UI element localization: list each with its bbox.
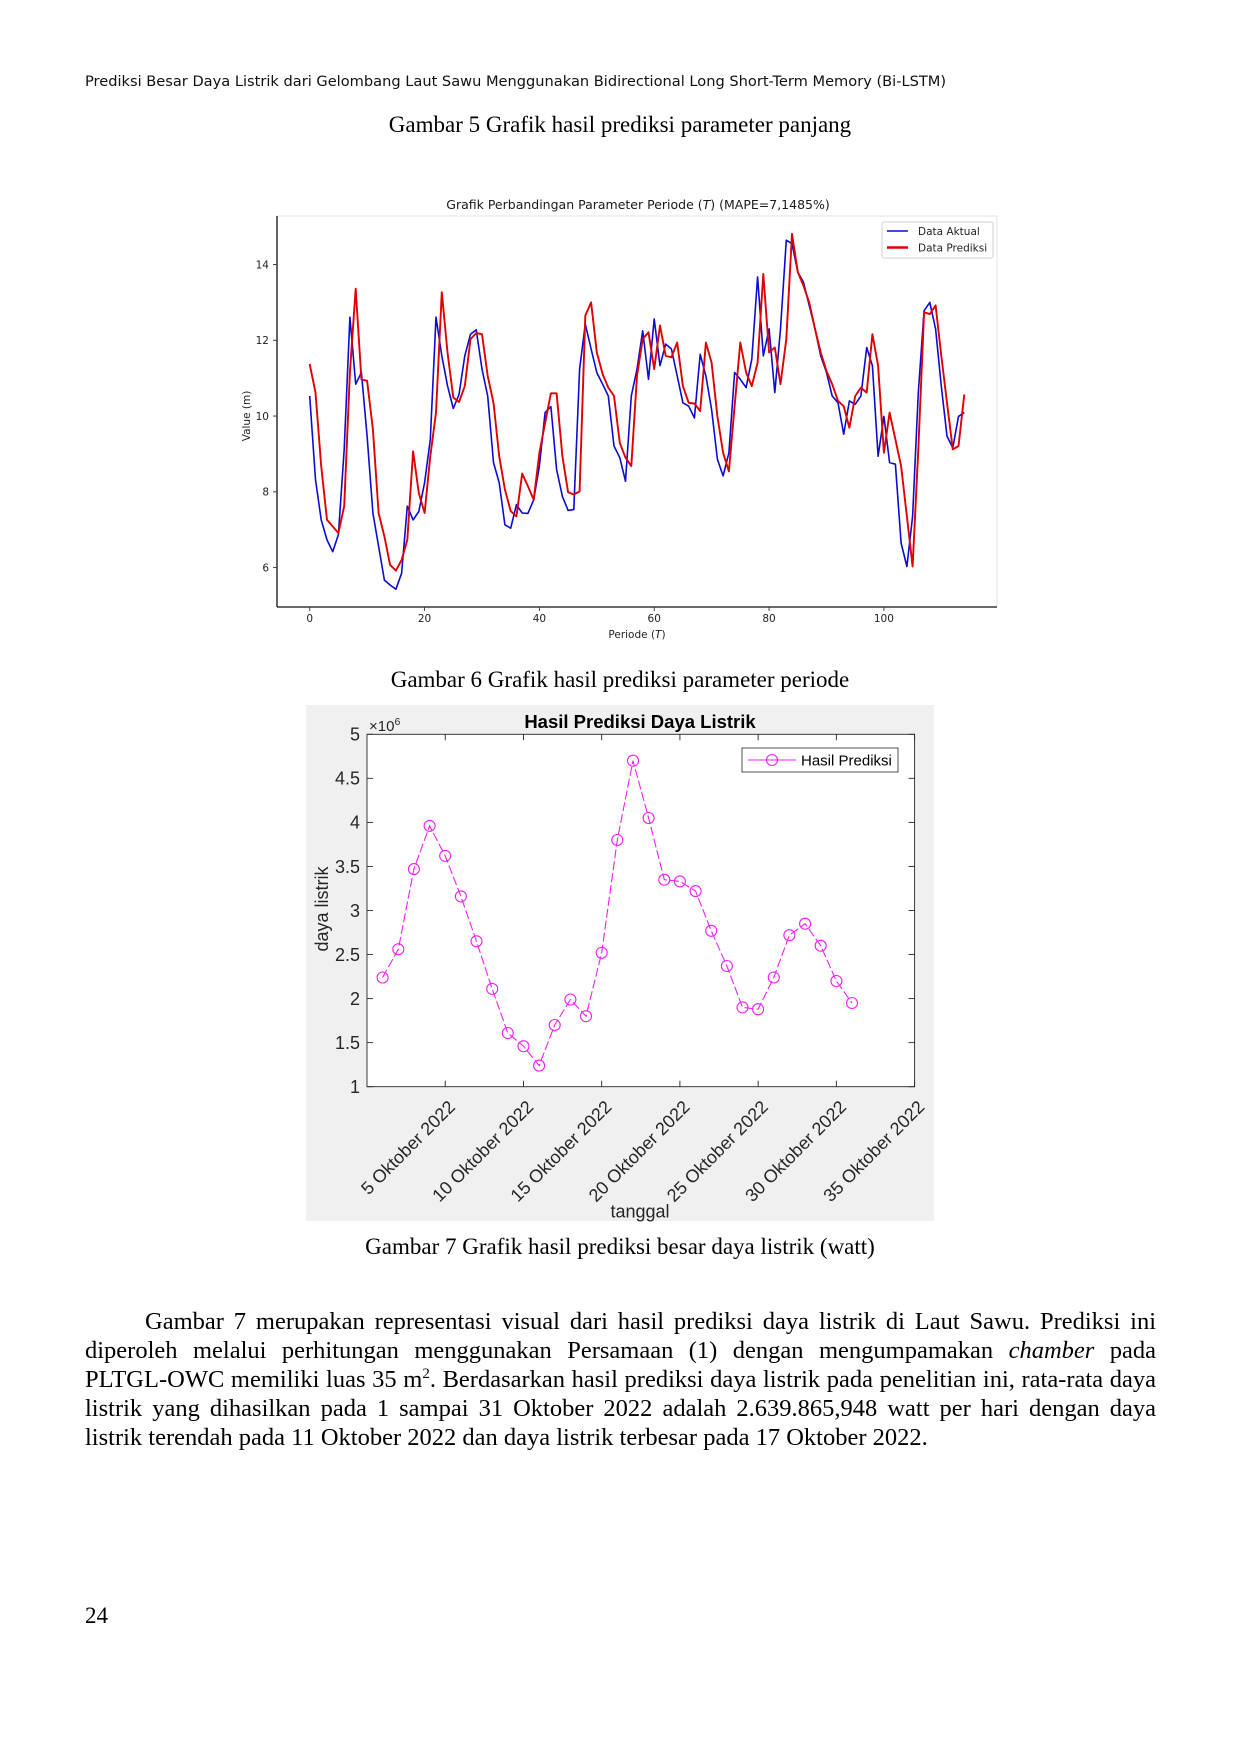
y-tick-label: 4 bbox=[350, 813, 360, 833]
legend-label-hasil-prediksi: Hasil Prediksi bbox=[801, 753, 892, 770]
data-point-circle-marker-icon bbox=[564, 993, 577, 1006]
y-tick-label: 1.5 bbox=[335, 1033, 360, 1053]
x-tick-label: 20 bbox=[418, 613, 431, 625]
running-title: Prediksi Besar Daya Listrik dari Gelomba… bbox=[85, 73, 947, 90]
figure-caption-gambar-7: Gambar 7 Grafik hasil prediksi besar day… bbox=[365, 1234, 875, 1259]
data-point-circle-marker-icon bbox=[517, 1040, 530, 1053]
legend-swatch-circle-marker-icon bbox=[765, 753, 779, 767]
data-point-circle-marker-icon bbox=[454, 890, 467, 903]
y-axis-label: daya listrik bbox=[312, 865, 332, 951]
data-point-circle-marker-icon bbox=[705, 924, 718, 937]
chart-title: Hasil Prediksi Daya Listrik bbox=[524, 711, 756, 732]
data-point-circle-marker-icon bbox=[658, 873, 671, 886]
data-point-circle-marker-icon bbox=[783, 929, 796, 942]
data-point-circle-marker-icon bbox=[689, 885, 702, 898]
x-tick-label: 80 bbox=[762, 613, 775, 625]
data-point-circle-marker-icon bbox=[767, 971, 780, 984]
x-tick-label: 60 bbox=[648, 613, 661, 625]
series-layer bbox=[308, 232, 966, 591]
plot-area bbox=[277, 216, 997, 607]
data-point-circle-marker-icon bbox=[439, 849, 452, 862]
data-point-circle-marker-icon bbox=[548, 1018, 561, 1032]
y-tick-label: 1 bbox=[350, 1077, 360, 1097]
y-axis-exponent: ×106 bbox=[369, 716, 400, 735]
chart-title: Grafik Perbandingan Parameter Periode (T… bbox=[446, 197, 829, 212]
data-point-circle-marker-icon bbox=[470, 935, 483, 948]
series-line-data-aktual bbox=[308, 239, 965, 591]
data-point-circle-marker-icon bbox=[486, 982, 499, 995]
data-point-circle-marker-icon bbox=[642, 811, 655, 825]
y-tick-label: 4.5 bbox=[335, 769, 360, 789]
paragraph-text: PLTGL-OWC memiliki luas 35 m bbox=[85, 1366, 423, 1393]
data-point-circle-marker-icon bbox=[830, 974, 843, 988]
y-tick-label: 3 bbox=[350, 901, 360, 921]
italic-term-chamber: chamber bbox=[1008, 1337, 1095, 1364]
x-tick-label: 100 bbox=[874, 613, 894, 625]
y-tick-label: 2 bbox=[350, 989, 360, 1009]
data-point-circle-marker-icon bbox=[501, 1026, 514, 1040]
y-tick-label: 12 bbox=[256, 335, 269, 347]
data-point-circle-marker-icon bbox=[752, 1003, 765, 1016]
paragraph-line-5: listrik terendah pada 11 Oktober 2022 da… bbox=[85, 1424, 928, 1451]
legend-label-data-prediksi: Data Prediksi bbox=[918, 243, 987, 255]
page-number: 24 bbox=[85, 1603, 108, 1628]
axes-layer: 0 20 40 60 80 100 6 8 10 12 14 bbox=[256, 259, 894, 625]
chart-legend: Hasil Prediksi bbox=[741, 747, 899, 773]
y-tick-label: 3.5 bbox=[335, 857, 360, 877]
series-line-hasil-prediksi bbox=[382, 760, 853, 1067]
data-point-circle-marker-icon bbox=[626, 754, 640, 767]
data-point-circle-marker-icon bbox=[392, 943, 405, 956]
chart-period-comparison: 0 20 40 60 80 100 6 8 10 12 14 Grafik Perbandingan… bbox=[241, 197, 998, 641]
paragraph-text: diperoleh melalui perhitungan menggunaka… bbox=[85, 1337, 1009, 1364]
data-point-circle-marker-icon bbox=[845, 996, 859, 1010]
paragraph-line-4: listrik yang dihasilkan pada 1 sampai 31… bbox=[85, 1395, 1156, 1422]
paragraph-text: pada bbox=[1094, 1337, 1157, 1364]
data-point-circle-marker-icon bbox=[799, 917, 812, 930]
paragraph-line-3: PLTGL-OWC memiliki luas 35 m2. Berdasark… bbox=[85, 1365, 1156, 1394]
y-tick-label: 5 bbox=[350, 725, 360, 745]
superscript: 2 bbox=[422, 1366, 430, 1382]
data-point-circle-marker-icon bbox=[720, 959, 733, 973]
x-axis-label: Periode (T) bbox=[608, 629, 665, 641]
body-paragraph: Gambar 7 merupakan representasi visual d… bbox=[85, 1307, 1156, 1452]
y-tick-label: 6 bbox=[262, 562, 269, 574]
plot-area bbox=[367, 734, 915, 1087]
legend-label-data-aktual: Data Aktual bbox=[918, 226, 980, 238]
paragraph-text: . Berdasarkan hasil prediksi daya listri… bbox=[429, 1366, 1156, 1393]
data-point-circle-marker-icon bbox=[579, 1010, 593, 1023]
y-tick-label: 8 bbox=[262, 487, 269, 499]
y-tick-label: 10 bbox=[256, 411, 269, 423]
data-point-circle-marker-icon bbox=[376, 971, 389, 984]
data-point-circle-marker-icon bbox=[814, 939, 827, 952]
y-tick-label: 2.5 bbox=[335, 945, 360, 965]
data-point-circle-marker-icon bbox=[611, 833, 624, 847]
x-axis-label: tanggal bbox=[610, 1202, 669, 1222]
figure-caption-gambar-5: Gambar 5 Grafik hasil prediksi parameter… bbox=[388, 112, 852, 137]
x-tick-label: 40 bbox=[533, 613, 546, 625]
data-point-circle-marker-icon bbox=[736, 1001, 749, 1014]
figure-caption-gambar-6: Gambar 6 Grafik hasil prediksi parameter… bbox=[390, 667, 850, 692]
series-line-data-prediksi bbox=[308, 232, 966, 572]
x-tick-label: 0 bbox=[306, 613, 313, 625]
series-layer bbox=[376, 754, 859, 1072]
y-tick-label: 14 bbox=[256, 259, 270, 271]
data-point-circle-marker-icon bbox=[595, 946, 608, 959]
paragraph-line-1: Gambar 7 merupakan representasi visual d… bbox=[145, 1308, 1156, 1335]
chart-legend: Data Aktual Data Prediksi bbox=[881, 221, 994, 259]
data-point-circle-marker-icon bbox=[407, 863, 420, 876]
data-point-circle-marker-icon bbox=[533, 1059, 546, 1072]
y-axis-label: Value (m) bbox=[241, 391, 253, 442]
data-point-circle-marker-icon bbox=[673, 875, 686, 888]
legend-box bbox=[881, 221, 994, 259]
data-point-circle-marker-icon bbox=[423, 819, 436, 832]
paragraph-line-2: diperoleh melalui perhitungan menggunaka… bbox=[85, 1336, 1156, 1365]
